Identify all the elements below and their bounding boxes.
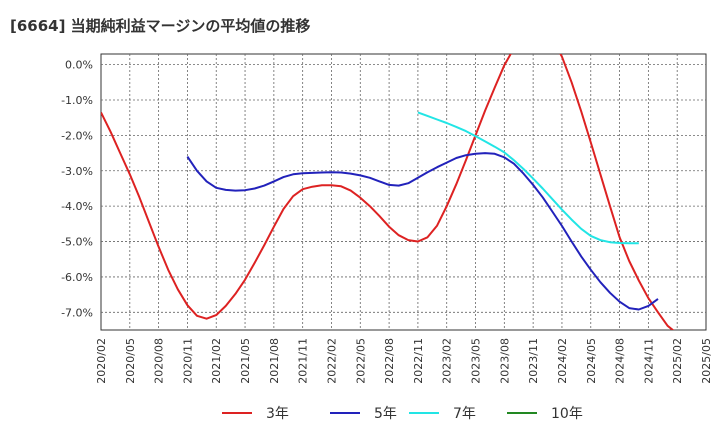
y-tick-label: -2.0% (61, 129, 93, 142)
x-tick-label: 2021/05 (239, 338, 252, 384)
y-tick-label: -1.0% (61, 94, 93, 107)
x-tick-label: 2021/11 (297, 338, 310, 384)
chart-title: [6664] 当期純利益マージンの平均値の推移 (10, 17, 310, 35)
x-tick-label: 2022/11 (412, 338, 425, 384)
legend-label: 7年 (453, 406, 476, 422)
x-tick-label: 2023/02 (441, 338, 454, 384)
x-tick-label: 2024/05 (585, 338, 598, 384)
series-lines (101, 54, 675, 330)
legend-label: 5年 (374, 406, 397, 422)
x-tick-label: 2023/08 (498, 338, 511, 384)
x-tick-label: 2025/02 (671, 338, 684, 384)
legend: 3年 5年 7年 10年 (222, 406, 583, 422)
x-tick-label: 2020/11 (181, 338, 194, 384)
x-tick-label: 2023/11 (527, 338, 540, 384)
grid (101, 54, 706, 330)
x-tick-label: 2024/11 (642, 338, 655, 384)
series-line-5年 (186, 152, 659, 311)
x-tick-label: 2024/02 (556, 338, 569, 384)
y-tick-label: -3.0% (61, 165, 93, 178)
y-tick-label: -4.0% (61, 200, 93, 213)
x-tick-label: 2022/05 (354, 338, 367, 384)
series-line-7年 (417, 111, 639, 245)
y-tick-label: -5.0% (61, 236, 93, 249)
x-tick-label: 2023/05 (470, 338, 483, 384)
legend-label: 10年 (551, 406, 583, 422)
legend-label: 3年 (266, 406, 289, 422)
x-tick-label: 2020/05 (124, 338, 137, 384)
series-line-3年 (101, 54, 675, 330)
x-tick-label: 2025/05 (700, 338, 713, 384)
x-tick-label: 2020/02 (95, 338, 108, 384)
y-tick-label: 0.0% (65, 59, 93, 72)
x-axis: 2020/02 2020/05 2020/08 2020/11 2021/02 2021/… (95, 338, 713, 384)
plot-area (100, 53, 707, 331)
x-tick-label: 2021/08 (268, 338, 281, 384)
y-tick-label: -7.0% (61, 306, 93, 319)
y-tick-label: -6.0% (61, 271, 93, 284)
y-axis: 0.0% -1.0% -2.0% -3.0% -4.0% -5.0% -6.0% -7.0% (61, 59, 93, 320)
x-tick-label: 2024/08 (614, 338, 627, 384)
x-tick-label: 2022/02 (325, 338, 338, 384)
x-tick-label: 2020/08 (153, 338, 166, 384)
x-tick-label: 2021/02 (210, 338, 223, 384)
x-tick-label: 2022/08 (383, 338, 396, 384)
